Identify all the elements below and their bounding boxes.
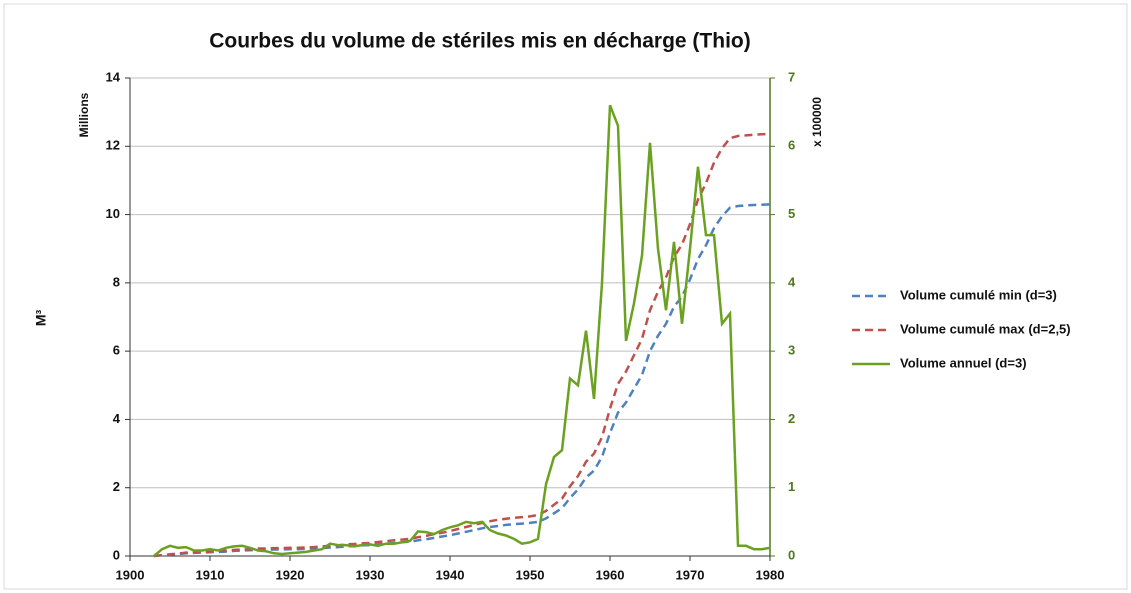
y2-tick-label: 1	[788, 479, 795, 494]
y-tick-label: 12	[106, 138, 120, 153]
legend-label: Volume cumulé min (d=3)	[900, 287, 1057, 302]
y-tick-label: 10	[106, 206, 120, 221]
y2-tick-label: 6	[788, 138, 795, 153]
y2-unit-label: x 100000	[810, 97, 824, 147]
y-tick-label: 0	[113, 547, 120, 562]
x-tick-label: 1920	[276, 567, 305, 582]
series-line	[153, 104, 771, 557]
x-tick-label: 1970	[676, 567, 705, 582]
x-tick-label: 1940	[436, 567, 465, 582]
y-axis-label: M³	[33, 310, 49, 327]
y2-tick-label: 0	[788, 547, 795, 562]
y-tick-label: 8	[113, 274, 120, 289]
series-line	[153, 203, 771, 558]
y2-tick-label: 7	[788, 69, 795, 84]
y-tick-label: 14	[106, 69, 121, 84]
x-tick-label: 1910	[196, 567, 225, 582]
y2-tick-label: 2	[788, 411, 795, 426]
legend-label: Volume annuel (d=3)	[900, 355, 1027, 370]
y-tick-label: 2	[113, 479, 120, 494]
series-line	[153, 132, 771, 558]
x-tick-label: 1900	[116, 567, 145, 582]
chart-border	[3, 3, 1128, 590]
legend-label: Volume cumulé max (d=2,5)	[900, 321, 1071, 336]
x-tick-label: 1950	[516, 567, 545, 582]
chart-title: Courbes du volume de stériles mis en déc…	[209, 30, 750, 53]
y-tick-label: 6	[113, 343, 120, 358]
x-tick-label: 1930	[356, 567, 385, 582]
y-unit-label: Millions	[77, 92, 91, 137]
y2-tick-label: 5	[788, 206, 795, 221]
y-tick-label: 4	[113, 411, 121, 426]
x-tick-label: 1960	[596, 567, 625, 582]
y2-tick-label: 3	[788, 343, 795, 358]
y2-tick-label: 4	[788, 274, 796, 289]
x-tick-label: 1980	[756, 567, 785, 582]
